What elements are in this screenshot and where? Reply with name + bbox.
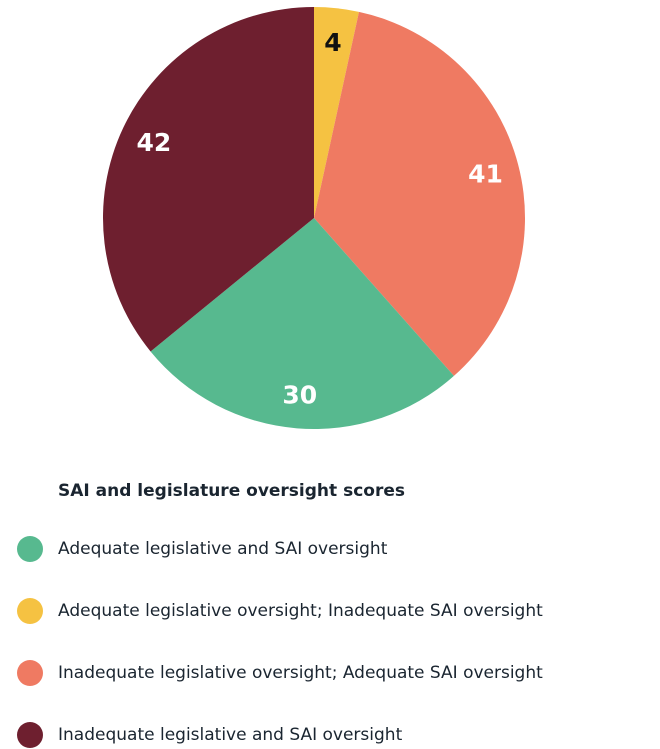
legend-swatch <box>17 536 43 562</box>
legend-item: Inadequate legislative oversight; Adequa… <box>58 663 543 683</box>
legend-swatch <box>17 598 43 624</box>
slice-label: 42 <box>136 128 171 157</box>
pie-slice <box>314 7 359 218</box>
legend-item: Adequate legislative and SAI oversight <box>58 539 388 559</box>
pie-slice <box>150 218 454 430</box>
legend-title: SAI and legislature oversight scores <box>58 481 405 501</box>
slice-label: 30 <box>282 381 317 410</box>
slice-label: 4 <box>324 28 341 57</box>
slice-label: 41 <box>468 159 503 188</box>
legend-item: Adequate legislative oversight; Inadequa… <box>58 601 543 621</box>
pie-slice <box>314 11 525 376</box>
legend-swatch <box>17 660 43 686</box>
legend-item: Inadequate legislative and SAI oversight <box>58 725 403 745</box>
pie-slice <box>102 7 314 352</box>
legend-swatch <box>17 722 43 748</box>
